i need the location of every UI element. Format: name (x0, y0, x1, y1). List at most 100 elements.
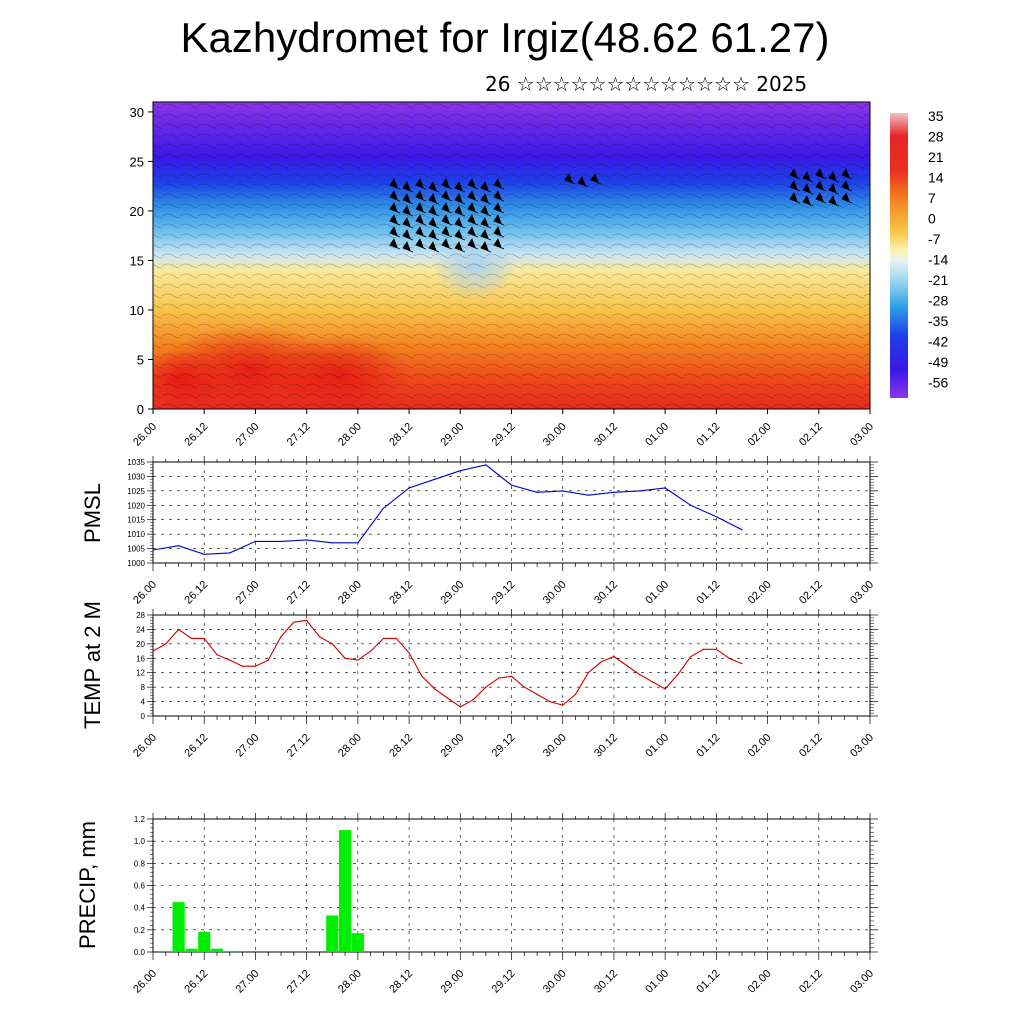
temp-point (280, 636, 282, 638)
temp-point (370, 650, 372, 652)
temp-point (613, 655, 615, 658)
wind-barb (415, 202, 427, 214)
colorbar-label: -49 (928, 354, 948, 370)
precip-bar (172, 902, 185, 952)
wind-barb (480, 241, 492, 253)
temp-point (702, 648, 705, 650)
temp-ytick-label: 16 (136, 654, 145, 663)
wind-barb (454, 229, 466, 241)
wind-barb (441, 238, 453, 250)
xsec-xtick-label: 03.00 (848, 421, 876, 449)
wind-barb (480, 229, 492, 241)
precip-xtick-label: 30.00 (541, 968, 569, 996)
wind-barb (454, 241, 466, 253)
temp-xtick-label: 01.00 (643, 732, 671, 760)
xsec-xtick-label: 29.12 (490, 421, 518, 449)
wind-barb (467, 178, 479, 190)
precip-bar (210, 948, 224, 952)
temp-point (728, 657, 730, 659)
wind-barb (402, 193, 414, 205)
precip-ytick-label: 0.0 (134, 948, 146, 957)
wind-barb (415, 190, 427, 202)
chart-subtitle: 26 ☆☆☆☆☆☆☆☆☆☆☆☆☆ 2025 (485, 72, 808, 96)
wind-barb (467, 202, 479, 214)
wind-barb (802, 195, 814, 207)
wind-barb (428, 217, 440, 229)
wind-barb (402, 181, 414, 193)
temp-xtick-label: 02.00 (746, 732, 774, 760)
wind-barb (402, 205, 414, 217)
pmsl-xtick-label: 30.12 (592, 579, 620, 607)
colorbar: 35 28 21 14 7 0 -7 -14 -21 -28 -35 -42 -49 -56 (890, 108, 948, 398)
xsec-ytick-label: 25 (130, 154, 144, 169)
wind-barb (802, 171, 814, 183)
pmsl-xtick-label: 29.12 (490, 579, 518, 607)
xsec-xtick-label: 26.12 (182, 421, 210, 449)
wind-barb (789, 168, 801, 180)
wind-barb (480, 181, 492, 193)
xsec-xtick-label: 30.12 (592, 421, 620, 449)
precip-xtick-label: 27.12 (285, 968, 313, 996)
wind-barb (815, 180, 827, 192)
wind-barb (454, 181, 466, 193)
pmsl-point (587, 494, 589, 496)
wind-barb (454, 205, 466, 217)
wind-barb (441, 202, 453, 214)
pmsl-xtick-label: 29.00 (438, 579, 466, 607)
pmsl-point (331, 542, 333, 544)
wind-barb (467, 214, 479, 226)
temp-point (690, 655, 692, 658)
precip-xtick-label: 30.12 (592, 968, 620, 996)
pmsl-series-line (152, 464, 743, 555)
pmsl-point (178, 545, 180, 547)
wind-barb (428, 229, 440, 241)
xsec-xtick-label: 02.00 (746, 421, 774, 449)
xsec-ytick-label: 5 (137, 352, 144, 367)
pmsl-point (664, 487, 666, 489)
wind-barb (493, 178, 505, 190)
temp-ylabel: TEMP at 2 M (80, 601, 105, 729)
wind-barb (828, 183, 840, 195)
wind-barb (815, 168, 827, 180)
xsec-ytick-label: 15 (130, 253, 144, 268)
temp-ytick-label: 0 (141, 712, 146, 721)
pmsl-point (562, 490, 564, 492)
temp-point (382, 637, 385, 640)
wind-barb (389, 226, 401, 238)
pmsl-ytick-label: 1020 (127, 501, 145, 510)
pmsl-point (152, 549, 154, 551)
wind-barb (415, 226, 427, 238)
wind-barb (428, 193, 440, 205)
temp-point (651, 681, 653, 683)
temp-point (152, 650, 154, 652)
temp-point (229, 659, 231, 661)
colorbar-label: 0 (928, 211, 936, 227)
temp-point (331, 643, 333, 645)
temp-ytick-label: 4 (141, 698, 146, 707)
pmsl-ytick-label: 1000 (127, 559, 145, 568)
wind-barb (480, 193, 492, 205)
xsec-xtick-label: 28.00 (336, 421, 364, 449)
temp-point (395, 637, 397, 640)
wind-barb (828, 195, 840, 207)
pmsl-point (715, 516, 717, 518)
temp-xtick-label: 02.12 (797, 732, 825, 760)
temp-point (510, 675, 513, 677)
wind-barb (454, 193, 466, 205)
pmsl-point (485, 464, 487, 466)
pmsl-xtick-label: 28.12 (387, 579, 415, 607)
wind-barb (389, 238, 401, 250)
xsec-xtick-label: 01.00 (643, 421, 671, 449)
colorbar-label: 35 (928, 108, 944, 124)
cross-section-panel: 0 5 10 15 20 25 30 26.00 26.12 27.00 27.12 28.00 28… (130, 101, 876, 449)
precip-xtick-label: 28.12 (387, 968, 415, 996)
wind-barb (402, 229, 414, 241)
colorbar-label: -21 (928, 272, 948, 288)
precip-panel: 26.00 26.12 27.00 27.12 28.00 28.12 29.00 29.12… (75, 813, 878, 996)
temp-xtick-label: 27.12 (285, 732, 313, 760)
colorbar-label: -42 (928, 334, 948, 350)
pmsl-xtick-label: 02.00 (746, 579, 774, 607)
wind-barb (389, 178, 401, 190)
wind-barb (415, 238, 427, 250)
